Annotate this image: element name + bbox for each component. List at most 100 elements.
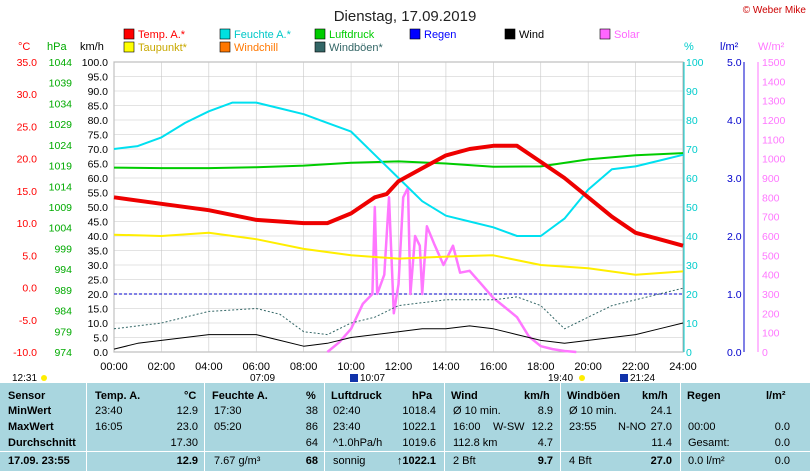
hdr-temp-unit: °C [184, 390, 197, 402]
tick-wind: 35.0 [88, 246, 109, 258]
tick-wind: 60.0 [88, 173, 109, 185]
wind-value: 12.2 [531, 421, 553, 433]
gust-dir: N-NO [618, 421, 647, 433]
hum-time: 17:30 [214, 405, 242, 417]
legend-swatch [123, 28, 135, 40]
tick-hum: 90 [686, 86, 698, 98]
tick-solar: 900 [762, 173, 780, 185]
tick-solar: 500 [762, 250, 780, 262]
hdr-press-unit: hPa [412, 390, 433, 402]
tick-temp: 25.0 [17, 121, 38, 133]
tick-solar: 300 [762, 289, 780, 301]
weather-chart: Dienstag, 17.09.2019 © Weber Mike Temp. … [12, 5, 807, 383]
wind-desc: 2 Bft [453, 455, 476, 467]
hdr-wind: Wind [451, 390, 478, 402]
tick-wind: 40.0 [88, 231, 109, 243]
tick-wind: 20.0 [88, 289, 109, 301]
copyright: © Weber Mike [743, 5, 807, 16]
series [113, 101, 684, 354]
legend-swatch [314, 28, 326, 40]
legend-label: Luftdruck [329, 29, 375, 41]
wind-dir: W-SW [493, 421, 525, 433]
unit-solar: W/m² [758, 41, 785, 53]
bottom-markers: 12:31 07:09 10:07 19:40 21:24 [12, 373, 655, 383]
tick-hum: 100 [686, 57, 704, 69]
tick-temp: 20.0 [17, 154, 38, 166]
gust-value: 27.0 [650, 421, 672, 433]
tick-solar: 800 [762, 192, 780, 204]
tick-hum: 50 [686, 202, 698, 214]
tick-press: 1044 [49, 57, 73, 69]
tick-press: 979 [54, 326, 72, 338]
series-windb-en [113, 287, 684, 336]
series-solar [326, 186, 577, 354]
press-time: 23:40 [333, 421, 361, 433]
legend-label: Feuchte A.* [234, 29, 292, 41]
tick-press: 974 [54, 347, 72, 359]
legend-label: Windböen* [329, 42, 384, 54]
unit-hum: % [684, 41, 694, 53]
legend-label: Taupunkt* [138, 42, 188, 54]
hdr-temp: Temp. A. [95, 390, 141, 402]
press-value: 1022.1 [402, 421, 436, 433]
temp-value: 23.0 [176, 421, 198, 433]
tick-hum: 10 [686, 318, 698, 330]
tick-wind: 65.0 [88, 159, 109, 171]
tick-wind: 75.0 [88, 130, 109, 142]
tick-solar: 1300 [762, 96, 786, 108]
tick-temp: -5.0 [19, 315, 37, 327]
tick-wind: 15.0 [88, 304, 109, 316]
hdr-gust: Windböen [567, 390, 621, 402]
sun-icon [350, 374, 358, 382]
wind-desc: Ø 10 min. [453, 405, 501, 417]
temp-value: 12.9 [176, 405, 198, 417]
legend-swatch [314, 41, 326, 53]
tick-solar: 100 [762, 328, 780, 340]
legend-swatch [219, 41, 231, 53]
x-tick-label: 06:00 [242, 361, 270, 373]
x-tick-label: 20:00 [574, 361, 602, 373]
series-taupunkt [113, 231, 684, 276]
tick-wind: 30.0 [88, 260, 109, 272]
tick-wind: 85.0 [88, 101, 109, 113]
gust-value: 11.4 [651, 437, 672, 449]
chart-title: Dienstag, 17.09.2019 [334, 8, 477, 25]
press-time: sonnig [333, 455, 366, 467]
temp-value: 12.9 [176, 455, 198, 467]
legend-swatch [123, 41, 135, 53]
tick-wind: 90.0 [88, 86, 109, 98]
x-ticks: 00:00 02:00 04:00 06:00 08:00 10:00 12:00 14:00… [100, 361, 697, 373]
tick-rain: 3.0 [727, 173, 742, 185]
x-tick-label: 08:00 [290, 361, 318, 373]
gust-value: 27.0 [650, 455, 672, 467]
tick-press: 1039 [49, 78, 73, 90]
rain-value: 0.0 [774, 455, 790, 467]
row-label: MinWert [8, 405, 52, 417]
tick-solar: 0 [762, 347, 768, 359]
series-wind [113, 322, 684, 350]
summary-table: Sensor Temp. A. °C Feuchte A. % Luftdruc… [0, 383, 810, 471]
tick-solar: 1100 [762, 134, 785, 146]
tick-hum: 0 [686, 347, 692, 359]
marker-sun-event-1: 10:07 [360, 373, 385, 383]
rain-value: 0.0 [774, 421, 790, 433]
tick-temp: -10.0 [13, 347, 37, 359]
tick-press: 984 [54, 306, 72, 318]
gust-desc: 4 Bft [569, 455, 592, 467]
series-feuchte-a [113, 101, 684, 237]
tick-solar: 700 [762, 212, 780, 224]
rain-time: 0.0 l/m² [688, 455, 725, 467]
tick-solar: 1200 [762, 115, 786, 127]
x-tick-label: 22:00 [622, 361, 650, 373]
series-luftdruck [113, 152, 684, 170]
gust-desc: Ø 10 min. [569, 405, 617, 417]
wind-value: 4.7 [537, 437, 553, 449]
legend-swatch [409, 28, 421, 40]
legend-swatch [599, 28, 611, 40]
temp-value: 17.30 [170, 437, 198, 449]
hum-value: 64 [305, 437, 318, 449]
tick-press: 1014 [49, 181, 73, 193]
tick-wind: 45.0 [88, 217, 109, 229]
gust-desc: 23:55 [569, 421, 597, 433]
hum-time: 7.67 g/m³ [214, 455, 261, 467]
